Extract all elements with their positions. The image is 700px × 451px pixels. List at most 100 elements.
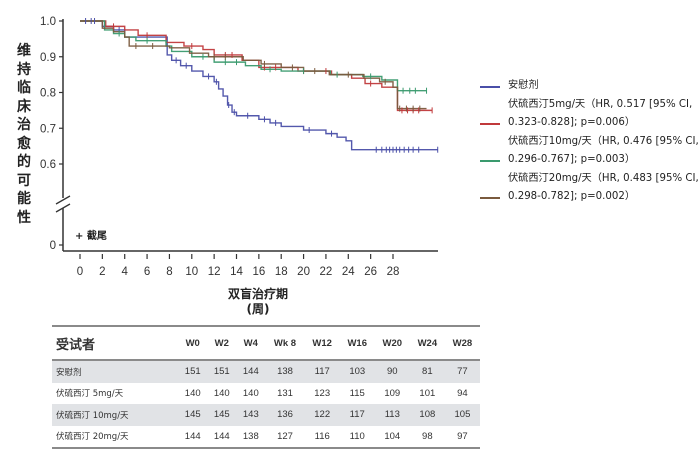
y-axis-label-char: 性 xyxy=(17,209,31,226)
survival-curves xyxy=(80,20,438,151)
risk-table-cell: 110 xyxy=(349,430,365,442)
x-axis-unit: (周) xyxy=(247,302,270,316)
risk-table-header-label: 受试者 xyxy=(52,326,179,361)
x-tick-label: 18 xyxy=(275,266,288,278)
risk-table-cell: 136 xyxy=(265,404,305,426)
risk-table-cell: 77 xyxy=(444,360,480,383)
risk-table-column-header: W20 xyxy=(374,326,410,361)
y-tick-label: 1.0 xyxy=(40,16,56,28)
risk-table-cell: 101 xyxy=(419,387,436,399)
risk-table-cell: 81 xyxy=(409,360,445,383)
legend-label: 伏硫西汀10mg/天（HR, 0.476 [95% CI, xyxy=(508,135,699,147)
risk-table-cell: 108 xyxy=(409,404,445,426)
y-axis-label-char: 持 xyxy=(17,61,31,78)
risk-table-row-label: 伏硫西汀 10mg/天 xyxy=(52,404,179,426)
x-tick-label: 2 xyxy=(99,266,105,278)
risk-table-column-header: W24 xyxy=(409,326,445,361)
legend-label: 安慰剂 xyxy=(508,80,539,91)
risk-table-cell: 151 xyxy=(178,360,208,383)
risk-table-cell: 140 xyxy=(184,387,201,399)
x-axis-label: 双盲治疗期 xyxy=(228,286,288,301)
x-tick-label: 20 xyxy=(297,266,310,278)
risk-table-header: 受试者 W0 W2 W4 Wk 8 W12 W16 W20 W24 W28 xyxy=(52,326,480,361)
risk-table-cell: 140 xyxy=(242,387,259,399)
risk-table-cell: 123 xyxy=(314,387,331,399)
risk-table-cell: 97 xyxy=(457,430,468,442)
risk-table-cell: 122 xyxy=(304,404,340,426)
axes: 1.00.90.80.70.600 2 4 6 8 10 12 14 16 18 20 22 24 26 2… xyxy=(40,16,438,278)
risk-table-row-label: 伏硫西汀 5mg/天 xyxy=(56,389,124,400)
y-axis-label-char: 可 xyxy=(17,172,31,189)
risk-table-cell: 94 xyxy=(457,387,468,399)
km-curve-2 xyxy=(80,20,427,92)
y-axis-label-char: 床 xyxy=(17,98,31,115)
legend-item: 安慰剂 xyxy=(478,77,700,96)
risk-table-row: 安慰剂 151 151 144 138 117 103 90 81 77 xyxy=(52,360,480,383)
x-tick-label: 4 xyxy=(122,266,129,278)
risk-table-cell: 138 xyxy=(242,430,259,442)
y-tick-label: 0 xyxy=(50,240,56,252)
x-tick-label: 26 xyxy=(364,266,377,278)
risk-table-cell: 138 xyxy=(265,360,305,383)
risk-table-column-header: W0 xyxy=(178,326,208,361)
risk-table-cell: 105 xyxy=(444,404,480,426)
risk-table-row-label: 伏硫西汀 20mg/天 xyxy=(56,432,129,443)
km-curve-0 xyxy=(80,20,438,151)
risk-table-cell: 143 xyxy=(236,404,266,426)
risk-table-row: 伏硫西汀 20mg/天 144 144 138 127 116 110 104 98 97 xyxy=(52,426,480,449)
risk-table-row-label: 安慰剂 xyxy=(52,360,179,383)
y-tick-label: 0.6 xyxy=(40,159,56,171)
risk-table-cell: 144 xyxy=(236,360,266,383)
risk-table-column-header: W28 xyxy=(444,326,480,361)
risk-table-cell: 131 xyxy=(277,387,293,399)
x-tick-label: 22 xyxy=(320,266,333,278)
risk-table-cell: 117 xyxy=(339,404,375,426)
risk-table-column-header: W4 xyxy=(236,326,266,361)
x-tick-label: 24 xyxy=(342,266,355,278)
risk-table-cell: 117 xyxy=(304,360,340,383)
legend-swatch xyxy=(480,86,500,88)
legend-swatch xyxy=(480,122,500,125)
legend-swatch xyxy=(480,196,500,199)
x-tick-label: 14 xyxy=(230,266,243,278)
risk-table-cell: 144 xyxy=(213,430,230,442)
risk-table-cell: 145 xyxy=(178,404,208,426)
km-curve-1 xyxy=(80,20,433,112)
km-chart: 1.00.90.80.70.600 2 4 6 8 10 12 14 16 18 20 22 24 26 2… xyxy=(40,16,439,316)
legend: 安慰剂伏硫西汀5mg/天（HR, 0.517 [95% CI, 0.323-0.8… xyxy=(478,77,700,207)
x-tick-label: 10 xyxy=(185,266,198,278)
risk-table: 受试者 W0 W2 W4 Wk 8 W12 W16 W20 W24 W28 安慰剂 151 151 1… xyxy=(52,325,480,449)
x-tick-label: 6 xyxy=(144,266,150,278)
risk-table-cell: 98 xyxy=(422,430,433,442)
risk-table-cell: 90 xyxy=(374,360,410,383)
risk-table-cell: 145 xyxy=(207,404,237,426)
legend-label: 0.298-0.782]; p=0.002） xyxy=(508,191,636,202)
risk-table-column-header: W16 xyxy=(339,326,375,361)
y-axis-label-char: 治 xyxy=(17,117,31,133)
censor-note: + 截尾 xyxy=(75,229,107,242)
risk-table-cell: 140 xyxy=(213,387,230,399)
y-axis-label: 维持临床治愈的可能性 xyxy=(14,42,34,227)
legend-item: 伏硫西汀5mg/天（HR, 0.517 [95% CI, 0.323-0.828]… xyxy=(478,96,700,133)
legend-label: 0.296-0.767]; p=0.003） xyxy=(508,154,636,165)
risk-table-column-header: W12 xyxy=(304,326,340,361)
risk-table-cell: 144 xyxy=(184,430,201,442)
risk-table-cell: 151 xyxy=(207,360,237,383)
risk-table-cell: 103 xyxy=(339,360,375,383)
legend-swatch xyxy=(480,159,500,162)
axis-break-mark xyxy=(55,195,71,205)
y-tick-label: 0.8 xyxy=(40,88,56,100)
legend-label: 伏硫西汀20mg/天（HR, 0.483 [95% CI, xyxy=(508,172,699,184)
risk-table-cell: 116 xyxy=(314,430,330,442)
risk-table-row: 伏硫西汀 5mg/天 140 140 140 131 123 115 109 101 94 xyxy=(52,383,480,405)
y-axis-label-char: 维 xyxy=(17,43,31,59)
risk-table-cell: 127 xyxy=(277,430,293,442)
risk-table-column-header: Wk 8 xyxy=(265,326,305,361)
x-tick-label: 12 xyxy=(208,266,221,278)
x-tick-label: 8 xyxy=(166,266,172,278)
y-tick-label: 0.7 xyxy=(40,123,56,135)
risk-table-cell: 104 xyxy=(384,430,401,442)
legend-label: 伏硫西汀5mg/天（HR, 0.517 [95% CI, xyxy=(508,98,693,110)
y-axis-label-char: 临 xyxy=(17,80,31,96)
risk-table-cell: 115 xyxy=(349,387,365,399)
